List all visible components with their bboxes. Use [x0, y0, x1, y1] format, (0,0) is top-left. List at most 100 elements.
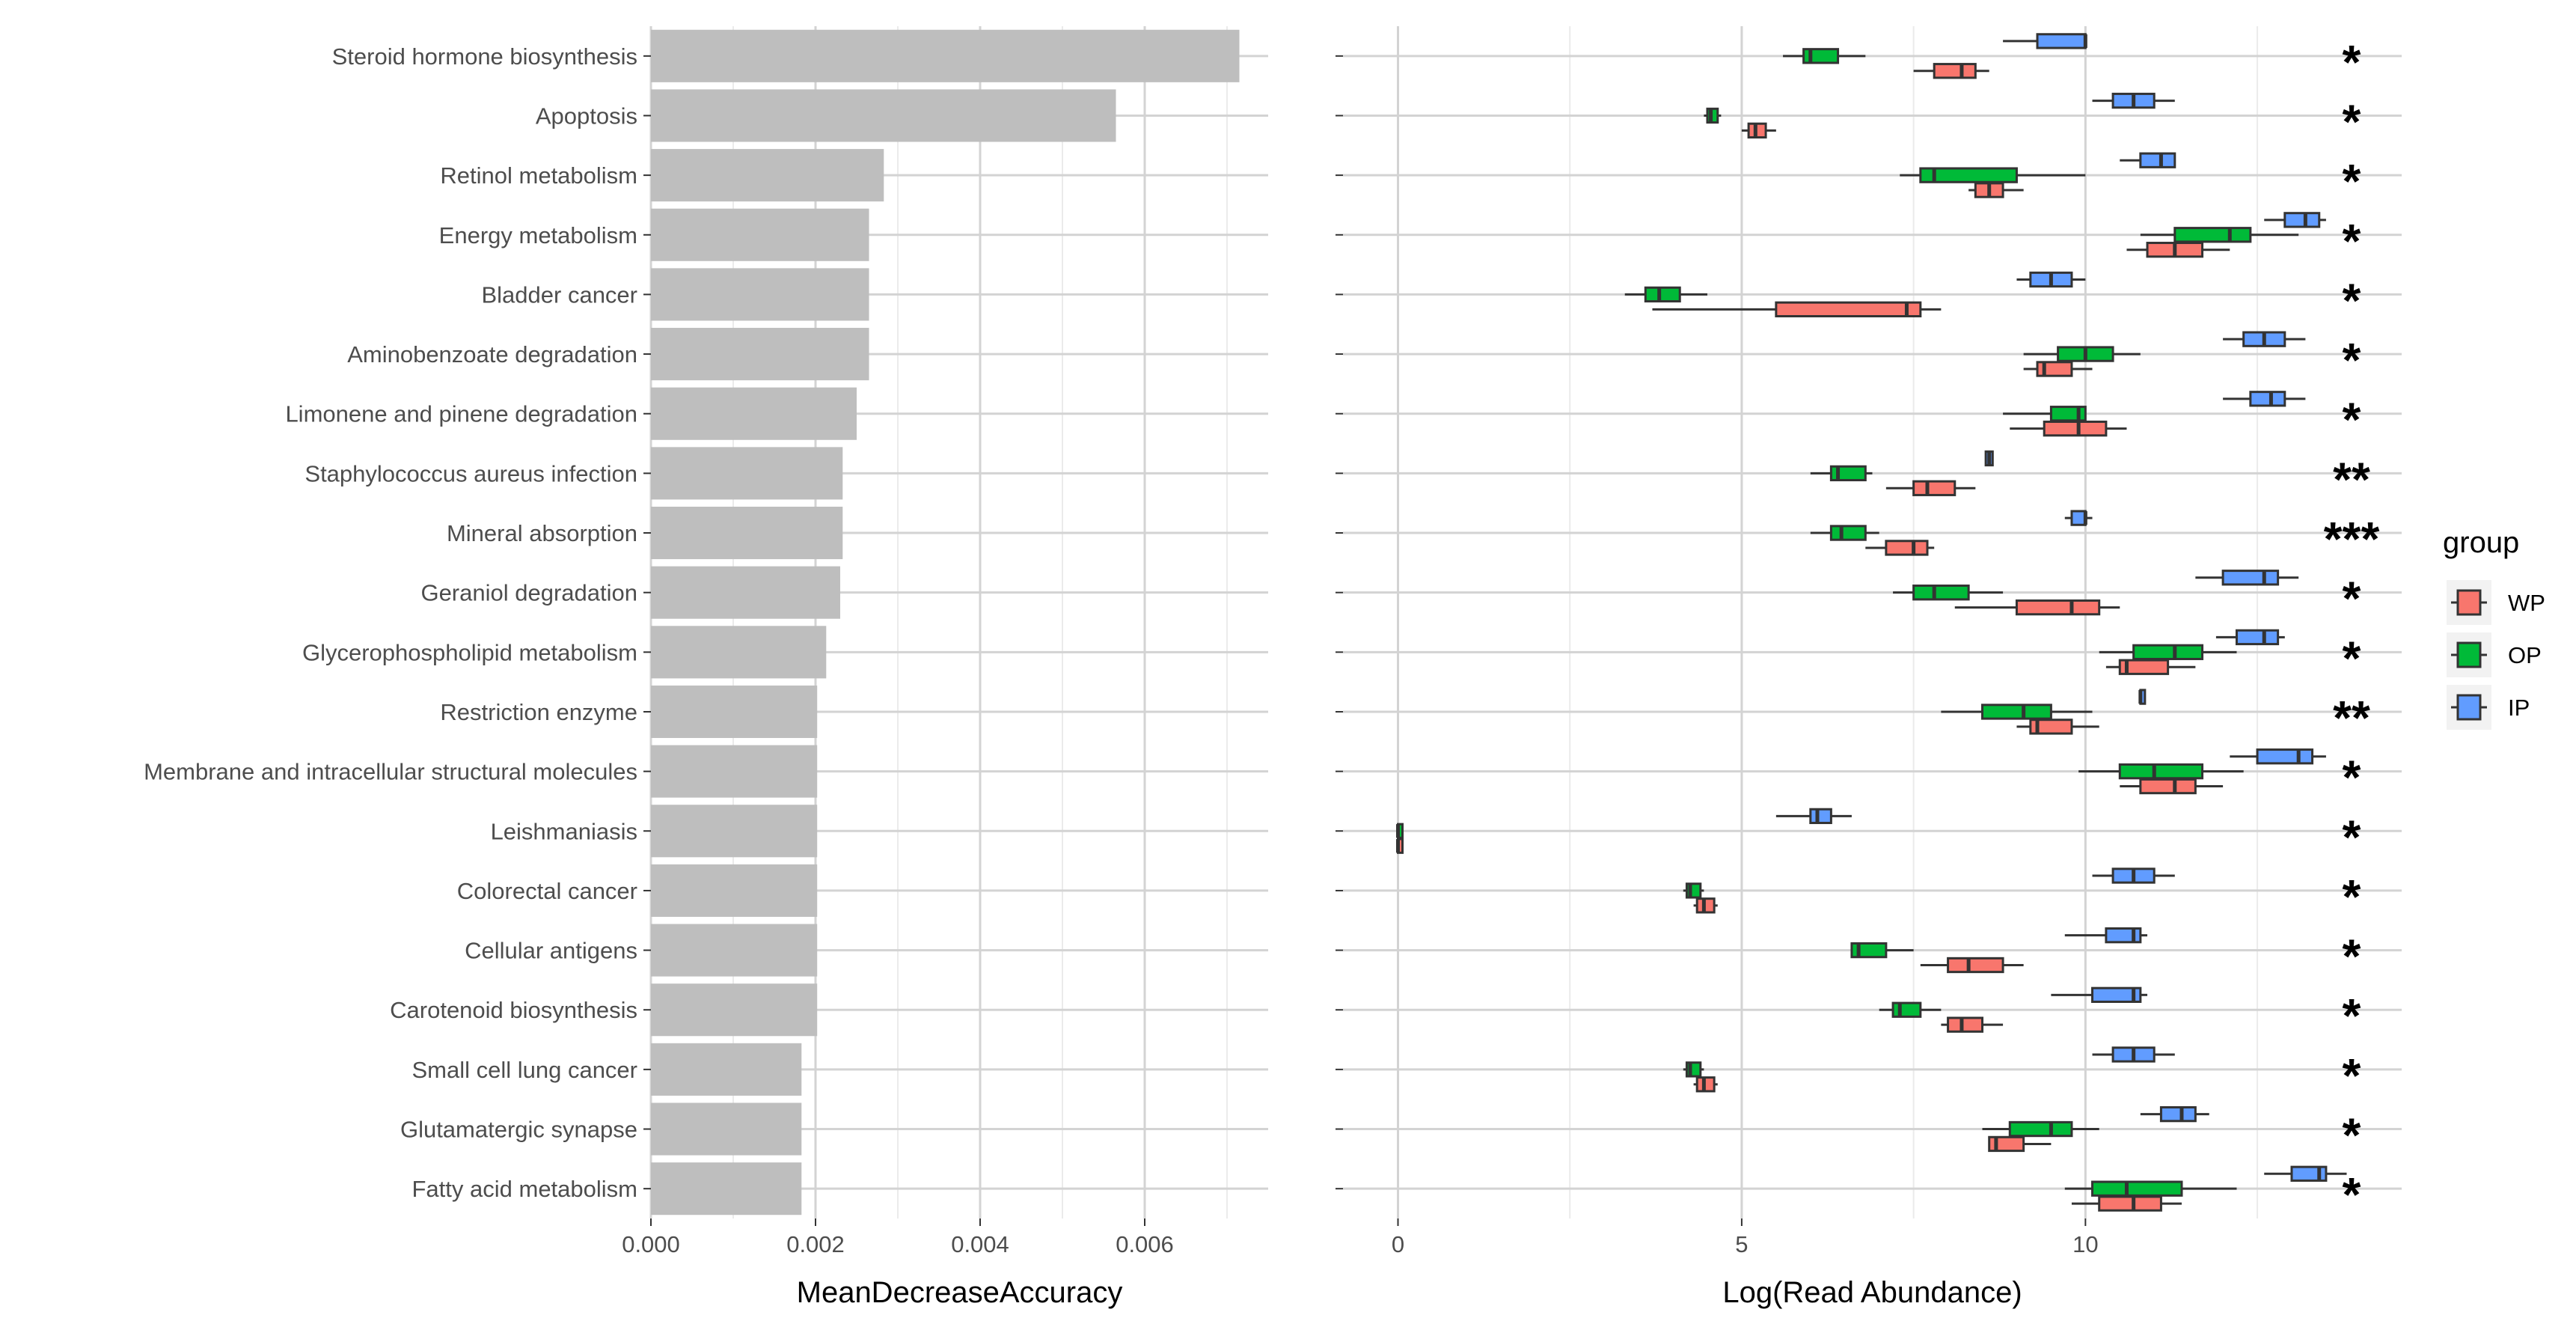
legend-key-swatch	[2456, 694, 2482, 721]
box-wp	[2015, 599, 2101, 616]
category-label: Energy metabolism	[439, 222, 637, 248]
bar	[651, 387, 857, 440]
bar	[651, 864, 818, 917]
significance-marker: *	[2343, 94, 2361, 148]
significance-marker: *	[2343, 870, 2361, 924]
bar	[651, 149, 884, 202]
significance-marker: *	[2343, 393, 2361, 447]
legend-label: OP	[2508, 642, 2542, 668]
legend-key-swatch	[2456, 589, 2482, 616]
category-label: Retinol metabolism	[440, 162, 637, 189]
category-label: Aminobenzoate degradation	[347, 341, 637, 367]
bar	[651, 805, 818, 858]
bar	[651, 983, 818, 1037]
significance-marker: *	[2343, 810, 2361, 864]
box-ip	[2249, 391, 2286, 407]
category-label: Limonene and pinene degradation	[285, 401, 637, 427]
box-wp	[2043, 420, 2108, 437]
significance-marker: *	[2343, 1168, 2361, 1221]
category-label: Leishmaniasis	[491, 818, 637, 844]
significance-marker: *	[2343, 333, 2361, 387]
bar	[651, 626, 827, 679]
legend-title: group	[2443, 526, 2519, 559]
bar	[651, 1102, 802, 1156]
bar-panel: Steroid hormone biosynthesis Apoptosis Ret…	[144, 26, 1268, 1309]
box-wp	[1885, 540, 1929, 556]
significance-marker: ***	[2324, 512, 2380, 566]
box-x-tick-label: 5	[1735, 1231, 1748, 1257]
bar-panel-background	[651, 26, 1268, 1218]
box-op	[2173, 227, 2252, 243]
category-label: Steroid hormone biosynthesis	[332, 43, 637, 70]
box-wp	[1947, 957, 2004, 974]
box-wp	[1912, 480, 1957, 496]
category-label: Apoptosis	[536, 103, 637, 129]
legend-label: WP	[2508, 590, 2545, 616]
bar	[651, 328, 869, 381]
box-wp	[2029, 719, 2073, 735]
box-op	[1919, 167, 2018, 183]
significance-marker: **	[2333, 691, 2370, 745]
significance-marker: **	[2333, 452, 2370, 506]
category-label: Fatty acid metabolism	[412, 1176, 638, 1202]
box-ip	[2070, 510, 2087, 526]
box-op	[1644, 286, 1681, 303]
significance-marker: *	[2343, 989, 2361, 1043]
box-x-axis-title: Log(Read Abundance)	[1722, 1276, 2022, 1309]
category-label: Restriction enzyme	[440, 699, 637, 725]
box-wp	[1775, 301, 1922, 317]
bar	[651, 566, 840, 619]
category-label: Geraniol degradation	[420, 580, 637, 606]
bar-x-axis-title: MeanDecreaseAccuracy	[797, 1276, 1123, 1309]
bar	[651, 447, 843, 500]
bar	[651, 506, 843, 560]
significance-marker: *	[2343, 930, 2361, 983]
box-ip	[2283, 212, 2321, 228]
box-ip	[2159, 1105, 2197, 1123]
bar	[651, 89, 1116, 142]
category-label: Glutamatergic synapse	[400, 1117, 637, 1143]
category-label: Small cell lung cancer	[412, 1057, 637, 1083]
category-label: Colorectal cancer	[457, 878, 637, 904]
bar-x-tick-label: 0.006	[1116, 1231, 1174, 1257]
box-ip	[2256, 748, 2314, 765]
bar	[651, 208, 869, 261]
box-ip	[2091, 986, 2142, 1003]
box-op	[2008, 1120, 2073, 1138]
significance-marker: *	[2343, 154, 2361, 208]
significance-marker: *	[2343, 273, 2361, 327]
category-label: Membrane and intracellular structural mo…	[144, 759, 637, 785]
box-wp	[2118, 659, 2170, 675]
box-ip	[2235, 629, 2280, 646]
box-wp	[1933, 63, 1977, 79]
box-wp	[2139, 778, 2197, 795]
bar-x-tick-label: 0.000	[622, 1231, 680, 1257]
box-ip	[2036, 33, 2087, 49]
significance-marker: *	[2343, 751, 2361, 805]
legend-key-swatch	[2456, 641, 2482, 668]
box-ip	[2139, 152, 2176, 168]
legend: group WP OP IP	[2443, 526, 2545, 730]
bar	[651, 1162, 802, 1215]
box-op	[1829, 525, 1867, 541]
box-op	[1891, 1001, 1922, 1018]
bar-x-tick-label: 0.002	[786, 1231, 845, 1257]
box-ip	[2221, 570, 2280, 586]
box-op	[2132, 644, 2204, 660]
box-op	[1981, 704, 2052, 720]
significance-marker: *	[2343, 572, 2361, 626]
category-label: Staphylococcus aureus infection	[305, 460, 637, 486]
significance-marker: *	[2343, 1108, 2361, 1162]
legend-label: IP	[2508, 695, 2530, 721]
bar	[651, 268, 869, 321]
bar	[651, 1043, 802, 1096]
significance-marker: *	[2343, 35, 2361, 89]
bar	[651, 29, 1240, 82]
bar	[651, 685, 818, 739]
box-x-tick-label: 10	[2072, 1231, 2098, 1257]
category-label: Carotenoid biosynthesis	[390, 997, 637, 1023]
category-label: Glycerophospholipid metabolism	[302, 639, 637, 665]
box-wp	[1947, 1016, 1984, 1033]
